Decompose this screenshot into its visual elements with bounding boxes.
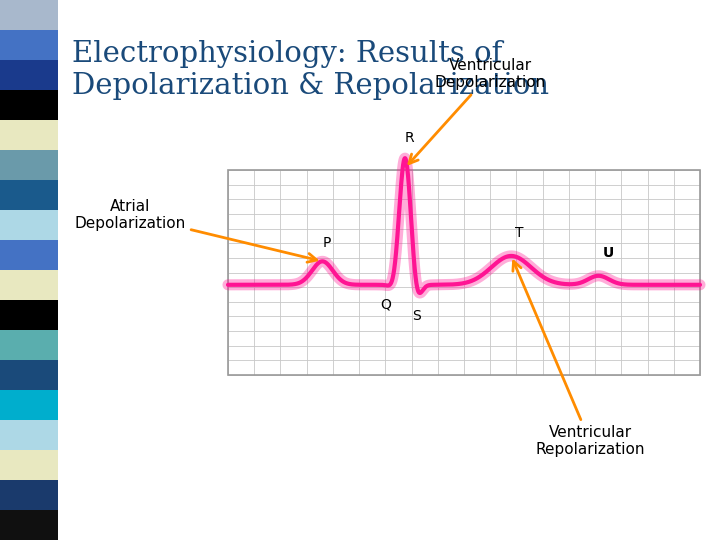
Text: Depolarization & Repolarization: Depolarization & Repolarization [72, 72, 549, 100]
Text: R: R [405, 131, 415, 145]
Bar [228, 170, 700, 375]
Text: Electrophysiology: Results of: Electrophysiology: Results of [72, 40, 503, 68]
Bar [228, 170, 700, 375]
Bar [0, 360, 58, 390]
Bar [0, 240, 58, 270]
Text: Atrial
Depolarization: Atrial Depolarization [74, 199, 317, 262]
Bar [0, 0, 58, 30]
Bar [0, 180, 58, 210]
Bar [0, 30, 58, 60]
Bar [0, 390, 58, 420]
Bar [0, 450, 58, 480]
Bar [0, 510, 58, 540]
Bar [0, 60, 58, 90]
Bar [0, 150, 58, 180]
Bar [0, 300, 58, 330]
Text: Ventricular
Depolarization: Ventricular Depolarization [409, 58, 546, 164]
Bar [0, 270, 58, 300]
Text: S: S [413, 309, 421, 323]
Text: Ventricular
Repolarization: Ventricular Repolarization [513, 261, 644, 457]
Bar [0, 330, 58, 360]
Bar [0, 120, 58, 150]
Bar [0, 210, 58, 240]
Bar [0, 90, 58, 120]
Bar [0, 420, 58, 450]
Text: U: U [603, 246, 613, 260]
Text: Q: Q [381, 297, 392, 311]
Text: P: P [323, 236, 330, 250]
Bar [0, 480, 58, 510]
Text: T: T [516, 226, 523, 240]
